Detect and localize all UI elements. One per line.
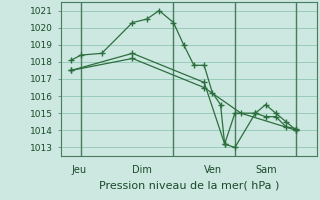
Text: Sam: Sam: [255, 165, 277, 175]
Text: Ven: Ven: [204, 165, 222, 175]
Text: Dim: Dim: [132, 165, 152, 175]
Text: Pression niveau de la mer( hPa ): Pression niveau de la mer( hPa ): [99, 181, 279, 191]
Text: Jeu: Jeu: [71, 165, 86, 175]
